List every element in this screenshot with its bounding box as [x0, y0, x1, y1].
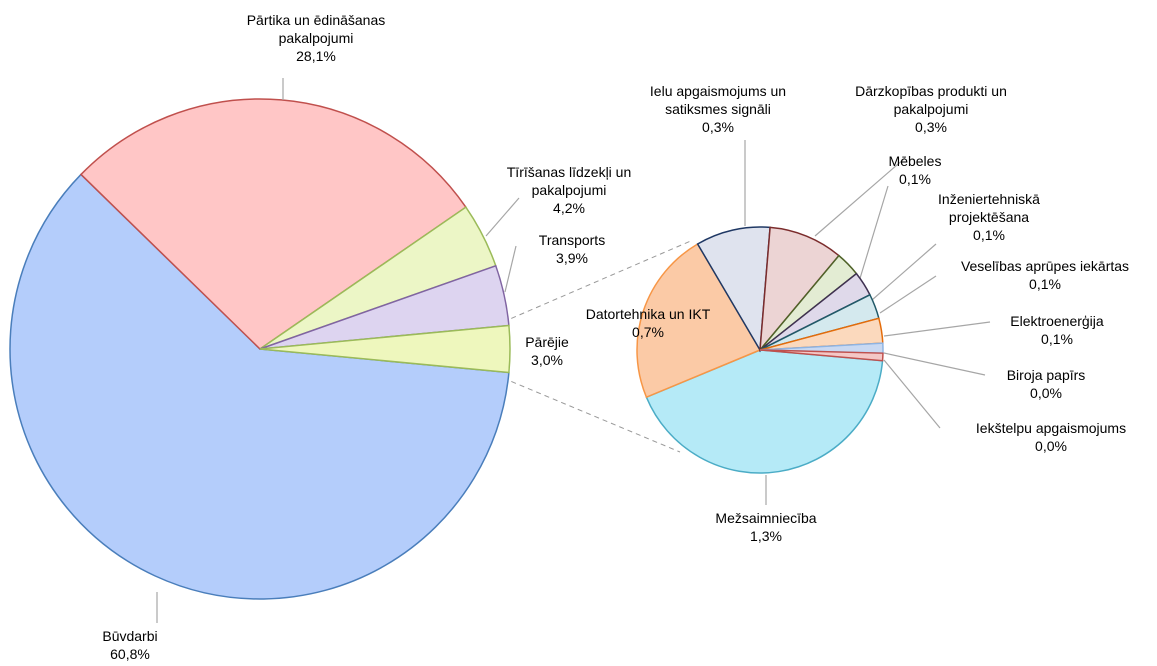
data-label: Veselības aprūpes iekārtas 0,1%	[925, 257, 1157, 293]
value-label: 0,3%	[915, 119, 947, 135]
category-label: Pārtika un ēdināšanas pakalpojumi	[246, 12, 386, 46]
data-label: Inženiertehniskā projektēšana 0,1%	[929, 190, 1049, 244]
connector	[502, 377, 681, 453]
data-label: Iekštelpu apgaismojums 0,0%	[936, 419, 1157, 455]
category-label: Biroja papīrs	[1006, 367, 1086, 383]
value-label: 0,3%	[702, 119, 734, 135]
pie-slice	[636, 242, 762, 399]
category-label: Elektroenerģija	[1010, 313, 1104, 329]
value-label: 0,0%	[1030, 385, 1062, 401]
data-label: Datortehnika un IKT 0,7%	[563, 305, 733, 341]
data-label: Tīrīšanas līdzekļi un pakalpojumi 4,2%	[489, 163, 649, 217]
pie-slice	[9, 173, 510, 600]
value-label: 0,1%	[1041, 331, 1073, 347]
leader-line	[883, 352, 986, 376]
value-label: 0,7%	[632, 324, 664, 340]
category-label: Tīrīšanas līdzekļi un pakalpojumi	[506, 164, 632, 198]
value-label: 60,8%	[110, 646, 150, 662]
category-label: Inženiertehniskā projektēšana	[938, 191, 1040, 225]
category-label: Transports	[538, 232, 606, 248]
category-label: Pārējie	[525, 334, 569, 350]
leader-line	[814, 157, 906, 237]
pie-slice	[645, 349, 884, 474]
leader-line	[879, 275, 937, 314]
value-label: 0,0%	[1035, 438, 1067, 454]
data-label: Dārzkopības produkti un pakalpojumi 0,3%	[831, 82, 1031, 136]
value-label: 0,1%	[1029, 276, 1061, 292]
data-label: Transports 3,9%	[517, 231, 627, 267]
data-label: Mēbeles 0,1%	[865, 152, 965, 188]
value-label: 0,1%	[973, 227, 1005, 243]
category-label: Iekštelpu apgaismojums	[975, 420, 1127, 436]
value-label: 1,3%	[750, 528, 782, 544]
category-label: Būvdarbi	[102, 628, 158, 644]
category-label: Dārzkopības produkti un pakalpojumi	[855, 83, 1007, 117]
leader-line	[883, 359, 941, 429]
data-label: Pārējie 3,0%	[507, 333, 587, 369]
pie-slice	[696, 226, 771, 353]
value-label: 4,2%	[553, 200, 585, 216]
value-label: 3,0%	[531, 352, 563, 368]
pie-slice	[759, 226, 840, 353]
value-label: 0,1%	[899, 171, 931, 187]
category-label: Mežsaimniecība	[715, 510, 817, 526]
leader-line	[485, 197, 520, 237]
data-label: Mežsaimniecība 1,3%	[696, 509, 836, 545]
leader-line	[871, 243, 937, 301]
data-label: Ielu apgaismojums un satiksmes signāli 0,…	[633, 82, 803, 136]
pie-slice	[79, 98, 467, 350]
value-label: 3,9%	[556, 250, 588, 266]
data-label: Būvdarbi 60,8%	[70, 627, 190, 663]
connector	[502, 239, 694, 323]
category-label: Veselības aprūpes iekārtas	[960, 258, 1130, 274]
category-label: Ielu apgaismojums un satiksmes signāli	[649, 83, 787, 117]
leader-line	[857, 185, 889, 286]
category-label: Datortehnika un IKT	[585, 306, 711, 322]
data-label: Pārtika un ēdināšanas pakalpojumi 28,1%	[216, 11, 416, 65]
leader-line	[883, 321, 991, 337]
pie-slice	[259, 324, 511, 374]
leader-line	[504, 245, 517, 293]
category-label: Mēbeles	[888, 153, 942, 169]
pie-slice	[759, 349, 884, 362]
value-label: 28,1%	[296, 48, 336, 64]
data-label: Biroja papīrs 0,0%	[971, 366, 1121, 402]
data-label: Elektroenerģija 0,1%	[982, 312, 1132, 348]
